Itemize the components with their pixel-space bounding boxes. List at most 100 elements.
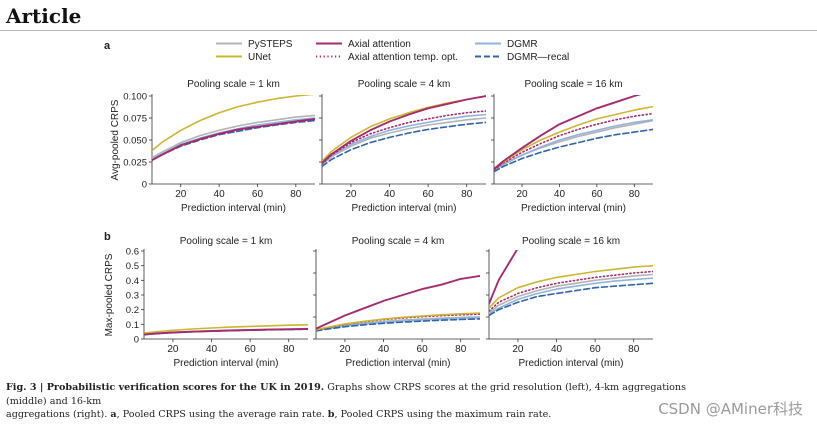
x-tick-label: 80	[290, 189, 302, 200]
y-tick-label: 0.6	[126, 247, 139, 258]
x-axis-label: Prediction interval (min)	[173, 358, 278, 369]
figure-caption: Fig. 3 | Probabilistic verification scor…	[6, 381, 726, 422]
series-axial-attention-temp-opt-	[322, 110, 486, 165]
x-axis-label: Prediction interval (min)	[521, 203, 626, 214]
series-dgmr-recal	[316, 318, 480, 332]
series-dgmr-recal	[489, 282, 653, 317]
y-tick-label: 0.025	[123, 158, 147, 169]
x-tick-label: 40	[378, 344, 390, 355]
legend-unet-label: UNet	[248, 52, 271, 63]
series-unet	[152, 95, 315, 152]
x-tick-label: 60	[417, 344, 429, 355]
header-rule	[0, 30, 817, 31]
series-unet	[489, 264, 653, 310]
x-tick-label: 80	[461, 189, 473, 200]
series-pysteps	[152, 114, 315, 159]
series-axial-attention	[322, 95, 486, 164]
legend-axial-attention-label: Axial attention	[348, 39, 411, 50]
chart-title: Pooling scale = 16 km	[522, 236, 620, 247]
article-header: Article	[6, 4, 82, 28]
legend-axial-attention-temp-opt--label: Axial attention temp. opt.	[348, 52, 458, 63]
legend-axial-attention-temp-opt-: Axial attention temp. opt.	[316, 52, 458, 63]
x-tick-label: 40	[214, 189, 226, 200]
series-pysteps	[494, 119, 653, 171]
series-axial-attention	[489, 250, 518, 305]
series-pysteps	[489, 273, 653, 314]
x-axis-label: Prediction interval (min)	[181, 203, 286, 214]
series-axial-attention-temp-opt-	[489, 270, 653, 312]
series-group	[322, 95, 486, 168]
x-tick-label: 60	[252, 189, 264, 200]
x-tick-label: 20	[167, 344, 179, 355]
series-dgmr-recal	[322, 121, 486, 168]
x-tick-label: 20	[516, 189, 528, 200]
panel-a-label: a	[104, 40, 111, 52]
y-tick-label: 0.4	[126, 276, 139, 287]
y-tick-label: 0	[134, 335, 139, 346]
caption-a-text: , Pooled CRPS using the average rain rat…	[116, 409, 325, 420]
panel-b-label: b	[104, 231, 111, 243]
legend: PySTEPS UNet Axial attention Axial attentio…	[216, 39, 569, 63]
watermark: CSDN @AMiner科技	[658, 400, 803, 418]
x-tick-label: 60	[245, 344, 257, 355]
legend-unet: UNet	[216, 52, 271, 63]
series-unet	[316, 312, 480, 331]
series-dgmr	[322, 113, 486, 166]
x-tick-label: 80	[629, 189, 641, 200]
x-tick-label: 40	[206, 344, 218, 355]
caption-text-line1: Graphs show CRPS scores at the grid reso…	[6, 382, 687, 407]
x-tick-label: 40	[384, 189, 396, 200]
series-group	[494, 95, 653, 173]
series-axial-attention-temp-opt-	[152, 118, 315, 161]
y-tick-label: 0.050	[123, 136, 147, 147]
panel-b-1: Pooling scale = 1 km 20 40 60 80 Prediction i…	[104, 236, 308, 369]
x-tick-label: 80	[455, 344, 467, 355]
series-dgmr	[494, 119, 653, 172]
chart-title: Pooling scale = 1 km	[187, 79, 280, 90]
panel-b-3: Pooling scale = 16 km 20 40 60 80 Prediction …	[486, 236, 653, 369]
x-tick-label: 20	[339, 344, 351, 355]
x-tick-label: 20	[175, 189, 187, 200]
panel-a-3: Pooling scale = 16 km 20 40 60 80Prediction …	[491, 79, 653, 214]
series-unet	[494, 105, 653, 170]
legend-dgmr-recal: DGMR—recal	[475, 52, 569, 63]
x-tick-label: 60	[590, 344, 602, 355]
series-pysteps	[322, 117, 486, 166]
y-tick-label: 0.075	[123, 114, 147, 125]
y-tick-label: 0	[142, 180, 147, 191]
panel-b-2: Pooling scale = 4 km 20 40 60 80 Prediction i…	[313, 236, 480, 369]
y-axis-label: Max-pooled CRPS	[104, 253, 115, 336]
chart-title: Pooling scale = 16 km	[524, 79, 622, 90]
y-axis-label: Avg-pooled CRPS	[110, 99, 121, 180]
y-tick-label: 0.3	[126, 291, 139, 302]
series-axial-attention	[144, 328, 308, 336]
x-tick-label: 60	[591, 189, 603, 200]
legend-dgmr-recal-label: DGMR—recal	[507, 52, 569, 63]
legend-dgmr-label: DGMR	[507, 39, 538, 50]
legend-axial-attention: Axial attention	[316, 39, 411, 50]
legend-pysteps-label: PySTEPS	[248, 39, 293, 50]
y-tick-label: 0.100	[123, 92, 147, 103]
caption-b-label: b	[327, 409, 335, 420]
series-axial-attention	[316, 274, 480, 330]
legend-dgmr: DGMR	[475, 39, 538, 50]
series-group	[152, 95, 315, 162]
series-group	[316, 274, 480, 332]
x-tick-label: 20	[345, 189, 357, 200]
y-tick-label: 0.5	[126, 261, 139, 272]
series-dgmr	[489, 277, 653, 315]
chart-title: Pooling scale = 4 km	[358, 79, 451, 90]
series-axial-attention	[494, 95, 642, 170]
x-tick-label: 80	[283, 344, 295, 355]
x-axis-label: Prediction interval (min)	[345, 358, 450, 369]
chart-title: Pooling scale = 4 km	[352, 236, 445, 247]
series-axial-attention-temp-opt-	[494, 112, 653, 171]
x-axis-label: Prediction interval (min)	[351, 203, 456, 214]
series-group	[489, 250, 653, 317]
caption-a-label: a	[110, 409, 117, 420]
panel-a-2: Pooling scale = 4 km 20 40 60 80 Prediction i…	[319, 79, 486, 214]
series-group	[144, 323, 308, 336]
caption-b-text: , Pooled CRPS using the maximum rain rat…	[334, 409, 552, 420]
x-tick-label: 80	[628, 344, 640, 355]
series-axial-attention	[152, 117, 315, 162]
